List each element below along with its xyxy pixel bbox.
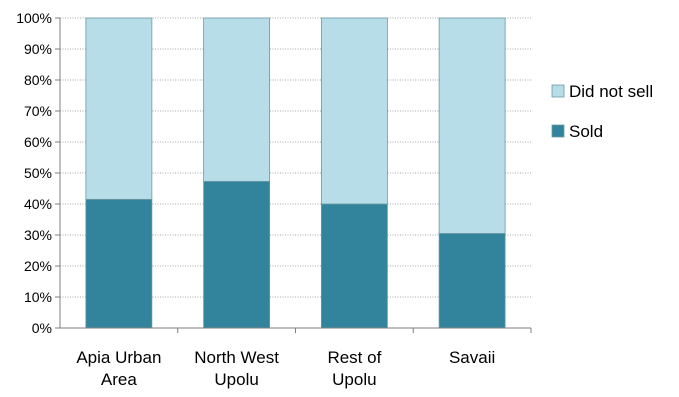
- bar-segment-sold: [85, 198, 153, 329]
- y-tick-label: 10%: [24, 289, 52, 305]
- x-category-label: Rest of Upolu: [327, 348, 381, 389]
- y-tick-label: 80%: [24, 72, 52, 88]
- legend: Did not sell Sold: [551, 82, 653, 141]
- x-category-labels: Apia Urban Area North West Upolu Rest of Upol…: [76, 348, 495, 389]
- legend-swatch: [551, 84, 565, 98]
- y-tick-label: 0%: [32, 320, 52, 336]
- y-tick-label: 20%: [24, 258, 52, 274]
- x-category-label: Apia Urban Area: [76, 348, 161, 389]
- y-tick-label: 40%: [24, 196, 52, 212]
- axes: [55, 17, 532, 333]
- y-tick-labels: 0% 10% 20% 30% 40% 50% 60% 70% 80% 90% 100%: [16, 10, 52, 336]
- bar-segment-sold: [438, 233, 506, 329]
- legend-swatch: [551, 124, 565, 138]
- legend-label: Did not sell: [569, 82, 653, 101]
- y-tick-label: 30%: [24, 227, 52, 243]
- y-tick-label: 50%: [24, 165, 52, 181]
- x-category-label: Savaii: [449, 348, 495, 367]
- bar-segment-did-not-sell: [320, 17, 388, 205]
- x-category-label: North West Upolu: [194, 348, 279, 389]
- bar-segment-did-not-sell: [85, 17, 153, 200]
- y-tick-label: 70%: [24, 103, 52, 119]
- y-tick-label: 100%: [16, 10, 52, 26]
- bar-segment-did-not-sell: [438, 17, 506, 234]
- legend-label: Sold: [569, 122, 603, 141]
- y-tick-label: 90%: [24, 41, 52, 57]
- bar-segment-did-not-sell: [203, 17, 271, 182]
- y-tick-label: 60%: [24, 134, 52, 150]
- bar-segment-sold: [203, 180, 271, 329]
- bar-segment-sold: [320, 203, 388, 329]
